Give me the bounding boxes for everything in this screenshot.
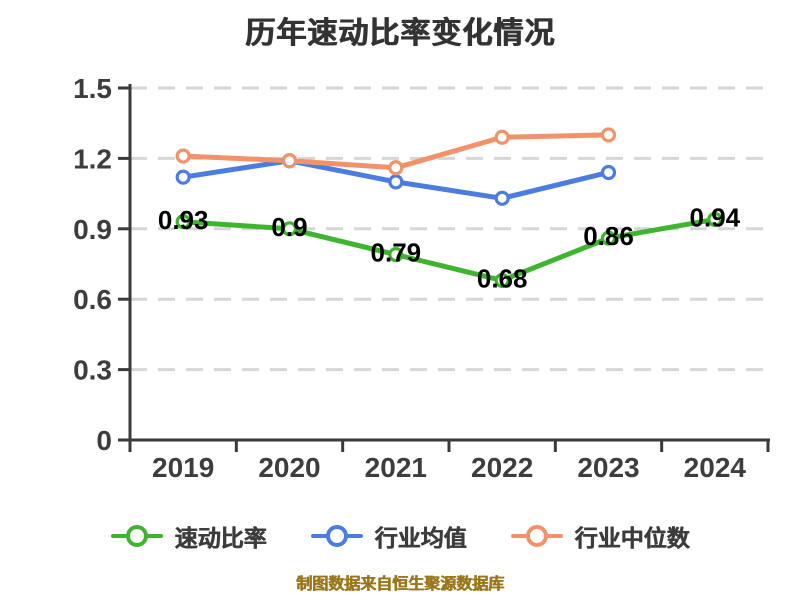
legend: 速动比率 行业均值 行业中位数	[0, 516, 800, 556]
data-point-marker	[175, 169, 191, 185]
data-point-label: 0.79	[371, 238, 422, 268]
x-tick-label: 2019	[152, 452, 214, 483]
data-point-marker	[175, 214, 191, 230]
x-tick-label: 2024	[684, 452, 747, 483]
y-tick-label: 0.3	[73, 355, 112, 386]
legend-item-industry-avg: 行业均值	[310, 519, 467, 553]
legend-marker-industry-avg	[310, 523, 363, 549]
legend-marker-industry-median	[510, 523, 563, 549]
data-point-marker	[494, 129, 510, 145]
x-tick-label: 2023	[577, 452, 639, 483]
x-tick-label: 2020	[258, 452, 320, 483]
legend-label-quick-ratio: 速动比率	[174, 525, 267, 551]
legend-label-industry-avg: 行业均值	[374, 525, 467, 551]
data-point-label: 0.68	[477, 263, 528, 293]
data-source-note: 制图数据来自恒生聚源数据库	[295, 576, 504, 593]
legend-item-quick-ratio: 速动比率	[110, 519, 267, 553]
legend-circle-icon	[125, 525, 148, 547]
data-point-marker	[388, 174, 404, 190]
data-point-marker	[388, 247, 404, 263]
series-line	[180, 216, 718, 283]
legend-circle-icon	[525, 525, 548, 547]
data-point-marker	[600, 127, 617, 143]
data-point-label: 0.9	[271, 212, 307, 242]
y-tick-label: 1.5	[73, 73, 112, 104]
legend-circle-icon	[325, 525, 348, 547]
x-tick-label: 2022	[471, 452, 533, 483]
legend-marker-quick-ratio	[110, 523, 163, 549]
legend-item-industry-median: 行业中位数	[510, 519, 690, 553]
y-tick-label: 0	[96, 425, 112, 456]
y-tick-label: 1.2	[73, 143, 112, 174]
data-point-marker	[600, 164, 617, 181]
legend-label-industry-median: 行业中位数	[574, 525, 690, 551]
data-point-label: 0.93	[158, 205, 209, 235]
y-tick-label: 0.9	[73, 214, 112, 245]
y-tick-label: 0.6	[73, 284, 112, 315]
data-point-marker	[281, 221, 298, 237]
data-point-marker	[281, 153, 298, 169]
data-point-marker	[388, 160, 404, 176]
data-point-marker	[600, 230, 617, 246]
data-point-marker	[707, 211, 723, 228]
chart-title: 历年速动比率变化情况	[245, 17, 555, 50]
data-point-marker	[494, 190, 510, 206]
x-tick-label: 2021	[365, 452, 427, 483]
data-point-marker	[175, 148, 191, 164]
data-point-label: 0.94	[690, 202, 741, 232]
data-point-label: 0.86	[583, 221, 634, 251]
data-point-marker	[494, 272, 510, 289]
